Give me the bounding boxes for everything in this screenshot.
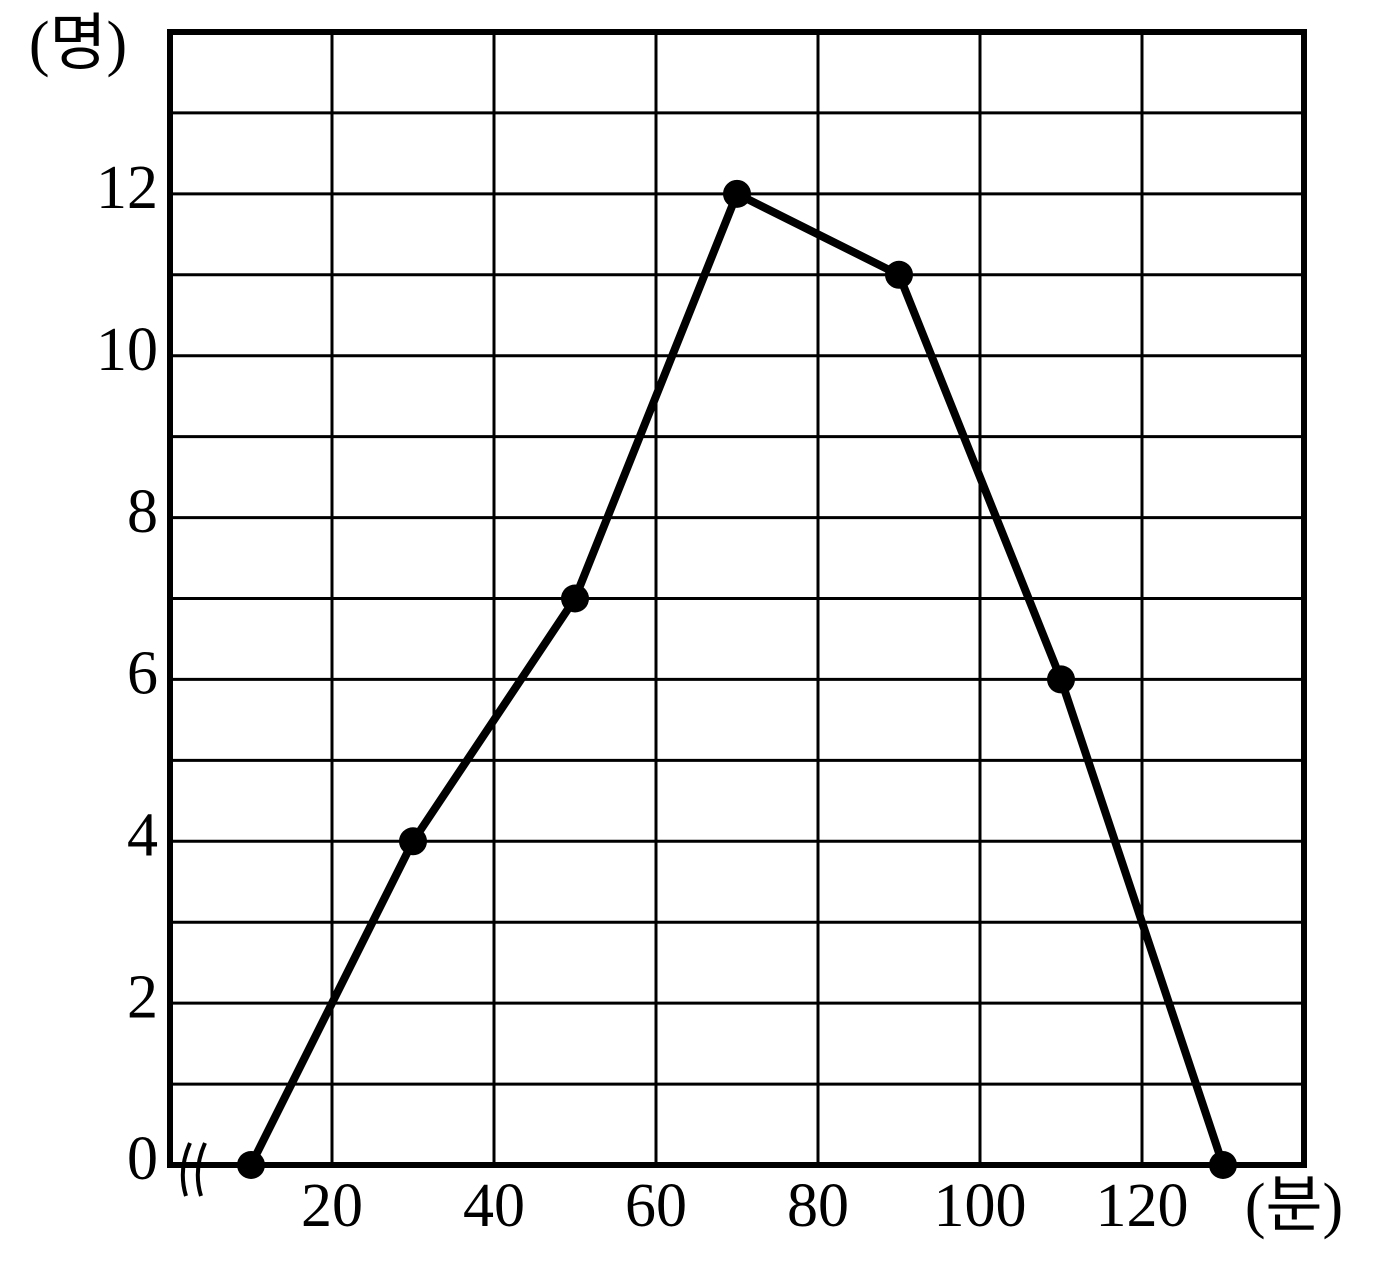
data-point	[1047, 665, 1075, 694]
x-tick-label: 120	[1096, 1172, 1189, 1240]
data-point	[561, 584, 589, 613]
y-tick-label: 2	[127, 963, 158, 1031]
y-tick-label: 10	[96, 316, 158, 384]
data-point	[399, 827, 427, 856]
y-tick-label: 4	[127, 802, 158, 870]
data-point	[237, 1151, 265, 1179]
data-point	[723, 179, 751, 208]
data-point	[1209, 1151, 1237, 1179]
y-tick-label: 8	[127, 478, 158, 546]
x-tick-label: 100	[934, 1172, 1027, 1240]
y-tick-label: 12	[96, 154, 158, 222]
x-tick-label: 40	[463, 1172, 525, 1240]
plot-frame	[167, 29, 1307, 1168]
x-tick-label: 60	[625, 1172, 687, 1240]
y-tick-label: 6	[127, 640, 158, 708]
data-point	[885, 260, 913, 289]
axis-break	[180, 1142, 207, 1197]
x-tick-label: 80	[787, 1172, 849, 1240]
y-axis-label: (명)	[29, 10, 127, 78]
y-tick-label: 0	[127, 1125, 158, 1193]
x-tick-label: 20	[301, 1172, 363, 1240]
x-axis-label: (분)	[1245, 1172, 1343, 1240]
